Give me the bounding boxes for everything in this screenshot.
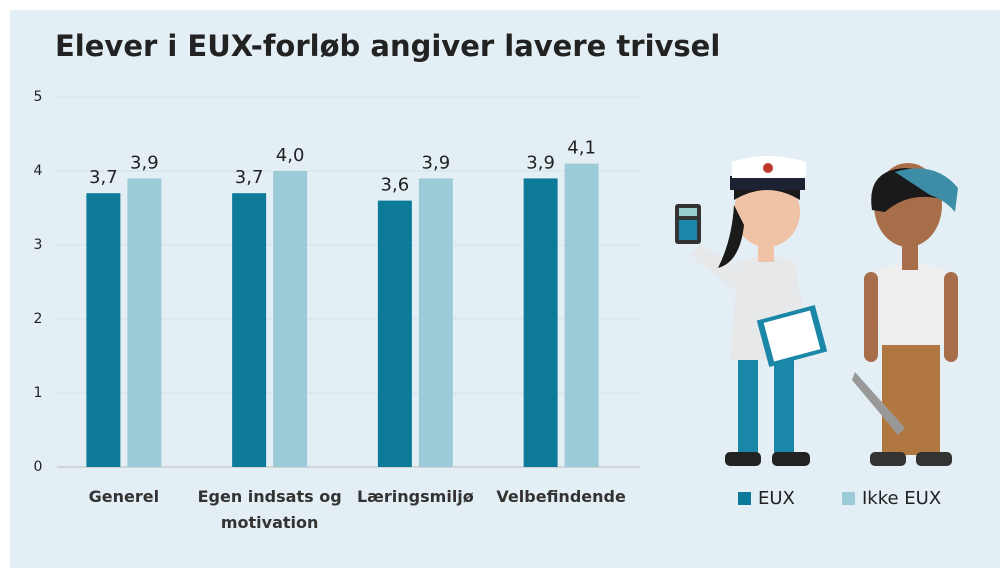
- y-tick-label: 2: [34, 311, 43, 327]
- legend-label: EUX: [758, 488, 795, 509]
- value-label: 3,9: [422, 152, 451, 173]
- chart-title: Elever i EUX-forløb angiver lavere trivs…: [55, 29, 720, 63]
- value-label: 3,9: [526, 152, 555, 173]
- chart: Elever i EUX-forløb angiver lavere trivs…: [0, 0, 1002, 568]
- x-tick-label: Velbefindende: [486, 484, 636, 510]
- bar: [127, 178, 161, 467]
- value-label: 3,7: [89, 167, 118, 188]
- value-label: 3,6: [381, 175, 410, 196]
- x-tick-label: Generel: [49, 484, 199, 510]
- legend-swatch: [842, 492, 855, 505]
- y-tick-label: 0: [34, 459, 43, 475]
- y-tick-label: 5: [34, 89, 43, 105]
- value-label: 4,1: [567, 138, 596, 159]
- bar: [524, 178, 558, 467]
- y-tick-label: 1: [34, 385, 43, 401]
- bar: [86, 193, 120, 467]
- x-tick-label: Læringsmiljø: [340, 484, 490, 510]
- value-label: 3,7: [235, 167, 264, 188]
- legend-label: Ikke EUX: [862, 488, 941, 509]
- x-tick-label: Egen indsats og motivation: [195, 484, 345, 536]
- bar: [419, 178, 453, 467]
- value-label: 4,0: [276, 145, 305, 166]
- y-tick-label: 3: [34, 237, 43, 253]
- bar: [232, 193, 266, 467]
- legend-swatch: [738, 492, 751, 505]
- value-label: 3,9: [130, 152, 159, 173]
- bar: [378, 201, 412, 467]
- bar: [565, 164, 599, 467]
- y-tick-label: 4: [34, 163, 43, 179]
- page: Elever i EUX-forløb angiver lavere trivs…: [0, 0, 1002, 568]
- bar: [273, 171, 307, 467]
